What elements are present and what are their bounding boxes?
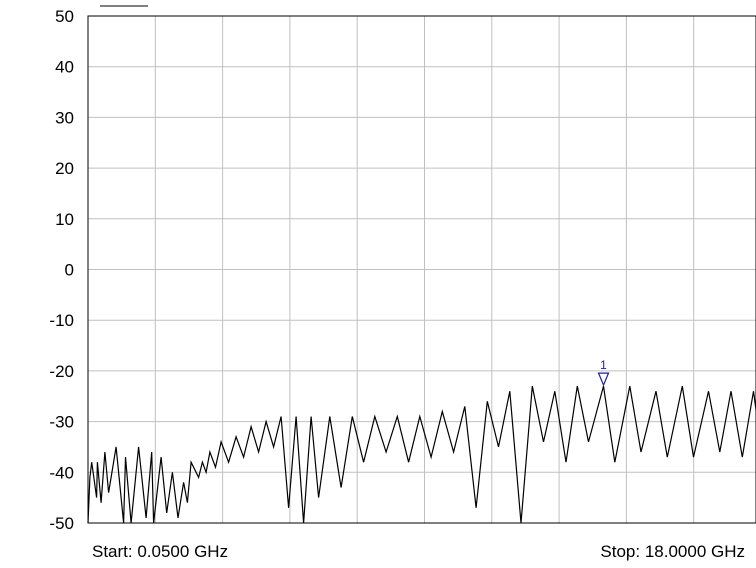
y-tick-label: 50: [55, 7, 74, 26]
y-tick-label: -30: [49, 413, 74, 432]
y-tick-label: 40: [55, 58, 74, 77]
y-tick-label: -40: [49, 463, 74, 482]
start-frequency-label: Start: 0.0500 GHz: [92, 542, 228, 561]
grid: [88, 16, 756, 523]
y-tick-label: 30: [55, 108, 74, 127]
marker-1: 1: [597, 358, 610, 387]
y-tick-label: -20: [49, 362, 74, 381]
trace-line: [87, 385, 756, 524]
y-tick-label: -50: [49, 514, 74, 533]
stop-frequency-label: Stop: 18.0000 GHz: [600, 542, 745, 561]
y-tick-label: 20: [55, 159, 74, 178]
marker-triangle-icon: [597, 372, 610, 387]
plot-frame: [87, 15, 756, 524]
y-axis-ticks: 50 40 30 20 10 0 -10 -20 -30 -40 -50: [49, 7, 74, 533]
y-tick-label: 0: [65, 261, 74, 280]
marker-label: 1: [600, 358, 607, 372]
y-tick-label: -10: [49, 311, 74, 330]
y-tick-label: 10: [55, 210, 74, 229]
